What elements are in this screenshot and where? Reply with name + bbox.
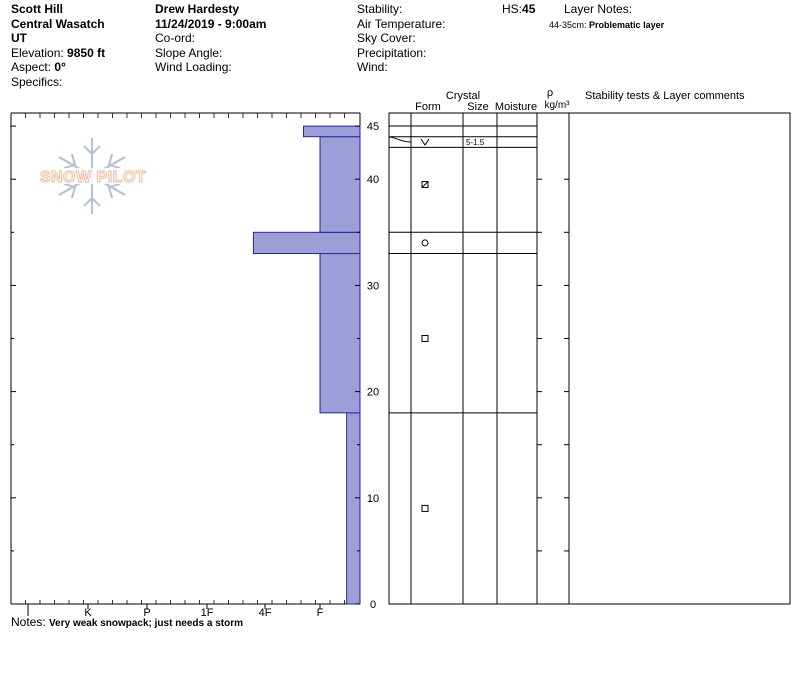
faceted-crystal-icon — [421, 335, 429, 342]
comments-header: Stability tests & Layer comments — [585, 90, 745, 102]
depth-hoar-icon — [420, 138, 430, 146]
notes-text: Very weak snowpack; just needs a storm — [49, 618, 244, 629]
layer-notes-title: Layer Notes: — [564, 2, 633, 16]
aspect-value: 0° — [54, 60, 66, 74]
grain-form-symbols: 5-1.5 — [420, 138, 485, 512]
stability-label: Stability: — [357, 2, 403, 16]
wind-loading-label: Wind Loading: — [155, 60, 232, 74]
depth-connector-line — [388, 136, 412, 143]
hardness-tick-label-4: 4F — [259, 607, 272, 619]
hs-value: 45 — [522, 2, 536, 16]
form-header: Form — [415, 101, 441, 113]
slope-angle-label: Slope Angle: — [155, 45, 223, 60]
hardness-tick-label-1: K — [84, 607, 92, 619]
observation-info: Drew Hardesty 11/24/2019 - 9:00am Co-ord… — [155, 2, 266, 75]
conditions-info: Stability: Air Temperature: Sky Cover: P… — [357, 2, 445, 75]
precipitation-label: Precipitation: — [357, 45, 427, 60]
layer-table-ticks — [537, 178, 569, 605]
hardness-bar-0 — [346, 412, 361, 605]
observer-name: Drew Hardesty — [155, 2, 240, 16]
hardness-bar-3 — [319, 136, 361, 233]
grain-size-1: 5-1.5 — [466, 138, 485, 147]
depth-axis: 0 10 20 30 40 45 — [11, 121, 379, 611]
state-name: UT — [11, 31, 27, 45]
logo-text: SNOW PILOT — [40, 169, 146, 186]
layer-note-text: Problematic layer — [589, 20, 665, 30]
faceted-rounded-icon — [421, 181, 429, 189]
site-info: Scott Hill Central Wasatch UT Elevation:… — [11, 2, 105, 89]
range-name: Central Wasatch — [11, 16, 105, 31]
density-unit: kg/m³ — [545, 100, 571, 111]
depth-tick-label-3: 30 — [367, 280, 379, 292]
hardness-axis: I K P 1F 4F F — [26, 604, 324, 619]
snow-height: HS:45 — [502, 2, 535, 17]
wind-label: Wind: — [357, 60, 388, 74]
hardness-bar-1 — [319, 253, 361, 414]
coord-label: Co-ord: — [155, 31, 196, 45]
depth-tick-label-0: 0 — [370, 599, 376, 611]
location-name: Scott Hill — [11, 2, 64, 16]
density-symbol: ρ — [547, 87, 553, 99]
crystal-header: Crystal — [446, 90, 480, 102]
moisture-header: Moisture — [495, 101, 537, 113]
faceted-rounded-icon-slash — [421, 181, 429, 188]
hardness-bars — [252, 125, 361, 605]
elevation-label: Elevation: — [11, 45, 64, 60]
layer-note: 44-35cm: Problematic layer — [549, 18, 664, 33]
snowpilot-logo: SNOW PILOT — [32, 138, 154, 214]
hardness-bar-4 — [303, 125, 361, 138]
sky-cover-label: Sky Cover: — [357, 31, 416, 45]
layer-note-range: 44-35cm: — [549, 20, 587, 30]
depth-tick-label-5: 45 — [367, 121, 379, 133]
observation-datetime: 11/24/2019 - 9:00am — [155, 16, 267, 31]
depth-tick-label-4: 40 — [367, 174, 379, 186]
layer-table-frame — [388, 112, 791, 605]
hardness-tick-label-2: P — [143, 607, 150, 619]
hardness-tick-label-3: 1F — [201, 607, 214, 619]
aspect-label: Aspect: — [11, 60, 52, 74]
notes-label: Notes: — [11, 615, 46, 629]
hardness-tick-label-5: F — [317, 607, 324, 619]
minor-ticks — [10, 113, 345, 604]
elevation-value: 9850 ft — [67, 45, 106, 60]
faceted-crystal-icon — [421, 504, 429, 512]
hs-label: HS: — [502, 2, 523, 16]
size-header: Size — [467, 101, 488, 113]
hardness-tick-label-0: I — [26, 607, 29, 619]
rounded-grain-icon — [421, 239, 429, 247]
notes: Notes: Very weak snowpack; just needs a … — [11, 615, 243, 632]
specifics-label: Specifics: — [11, 74, 63, 89]
depth-tick-label-2: 20 — [367, 387, 379, 399]
hardness-bar-2 — [252, 231, 361, 255]
layer-table-rows — [389, 125, 537, 414]
depth-tick-label-1: 10 — [367, 493, 379, 505]
air-temp-label: Air Temperature: — [357, 16, 446, 31]
